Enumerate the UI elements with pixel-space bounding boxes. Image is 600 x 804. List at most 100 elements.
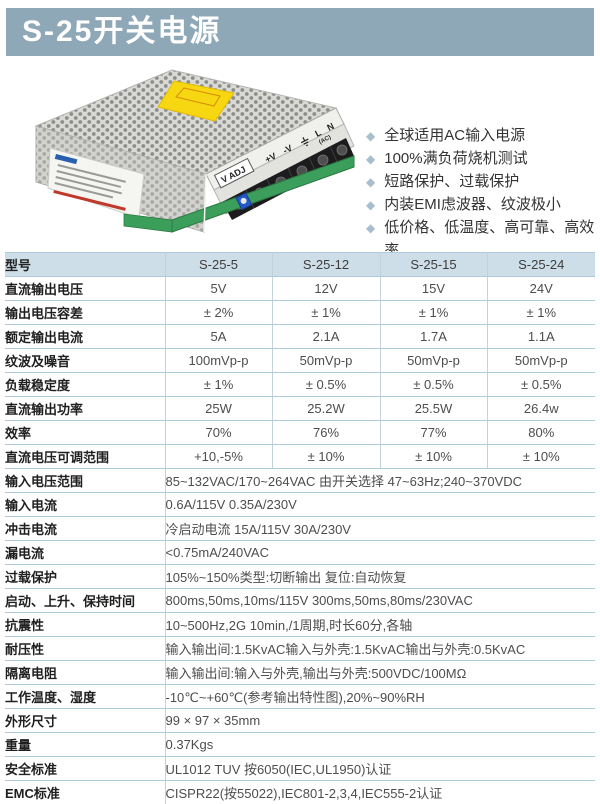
spec-value: 85~132VAC/170~264VAC 由开关选择 47~63Hz;240~3…: [164, 468, 595, 493]
table-row: 外形尺寸 99 × 97 × 35mm: [5, 708, 595, 733]
spec-value: 12V: [271, 276, 380, 301]
table-row: 输出电压容差 ± 2% ± 1% ± 1% ± 1%: [5, 300, 595, 325]
spec-value: ± 1%: [379, 300, 487, 325]
table-row: 效率 70% 76% 77% 80%: [5, 420, 595, 445]
spec-value: +10,-5%: [164, 444, 272, 469]
spec-label: 直流输出电压: [5, 276, 165, 301]
spec-value: ± 10%: [486, 444, 595, 469]
table-row: 过载保护 105%~150%类型:切断输出 复位:自动恢复: [5, 564, 595, 589]
table-row: 直流输出电压 5V 12V 15V 24V: [5, 276, 595, 301]
table-row: 负载稳定度 ± 1% ± 0.5% ± 0.5% ± 0.5%: [5, 372, 595, 397]
spec-value: 24V: [486, 276, 595, 301]
ac-label: (AC): [318, 135, 332, 146]
spec-value: <0.75mA/240VAC: [164, 540, 595, 565]
spec-value: 输入输出间:输入与外壳,输出与外壳:500VDC/100MΩ: [164, 660, 595, 685]
col-header: S-25-5: [164, 252, 272, 277]
spec-value: 26.4w: [486, 396, 595, 421]
spec-value: ± 0.5%: [271, 372, 380, 397]
feature-item: ◆ 内装EMI虑波器、纹波极小: [366, 193, 600, 216]
table-header-row: 型号 S-25-5 S-25-12 S-25-15 S-25-24: [5, 252, 595, 277]
table-row: 纹波及噪音 100mVp-p 50mVp-p 50mVp-p 50mVp-p: [5, 348, 595, 373]
spec-value: ± 1%: [271, 300, 380, 325]
spec-label: EMC标准: [5, 780, 165, 804]
spec-value: 50mVp-p: [379, 348, 487, 373]
spec-label: 抗震性: [5, 612, 165, 637]
yellow-label: [157, 80, 235, 122]
feature-item: ◆ 低价格、低温度、高可靠、高效率: [366, 216, 600, 259]
spec-value: 76%: [271, 420, 380, 445]
table-row: 启动、上升、保持时间 800ms,50ms,10ms/115V 300ms,50…: [5, 588, 595, 613]
spec-value: ± 1%: [486, 300, 595, 325]
spec-value: 25.5W: [379, 396, 487, 421]
ground-icon: [300, 137, 309, 147]
spec-value: -10℃~+60℃(参考输出特性图),20%~90%RH: [164, 684, 595, 709]
spec-label: 重量: [5, 732, 165, 757]
spec-value: ± 10%: [271, 444, 380, 469]
minus-v-label: -V: [281, 143, 294, 156]
spec-value: 25.2W: [271, 396, 380, 421]
spec-value: ± 0.5%: [486, 372, 595, 397]
spec-value: 冷启动电流 15A/115V 30A/230V: [164, 516, 595, 541]
spec-value: CISPR22(按55022),IEC801-2,3,4,IEC555-2认证: [164, 780, 595, 804]
feature-text: 全球适用AC输入电源: [384, 127, 526, 144]
feature-item: ◆ 100%满负荷烧机测试: [366, 147, 600, 170]
feature-list: ◆ 全球适用AC输入电源 ◆ 100%满负荷烧机测试 ◆ 短路保护、过载保护 ◆…: [366, 124, 600, 259]
spec-value: 5V: [164, 276, 272, 301]
spec-value: UL1012 TUV 按6050(IEC,UL1950)认证: [164, 756, 595, 781]
table-row: 输入电流 0.6A/115V 0.35A/230V: [5, 492, 595, 517]
spec-value: ± 1%: [164, 372, 272, 397]
spec-value: 输入输出间:1.5KvAC输入与外壳:1.5KvAC输出与外壳:0.5KvAC: [164, 636, 595, 661]
spec-label: 启动、上升、保持时间: [5, 588, 165, 613]
col-header: S-25-24: [486, 252, 595, 277]
spec-value: 105%~150%类型:切断输出 复位:自动恢复: [164, 564, 595, 589]
spec-value: 100mVp-p: [164, 348, 272, 373]
line-label: L: [313, 127, 323, 139]
spec-label: 工作温度、湿度: [5, 684, 165, 709]
spec-value: 80%: [486, 420, 595, 445]
spec-value: 10~500Hz,2G 10min,/1周期,时长60分,各轴: [164, 612, 595, 637]
col-header: S-25-12: [271, 252, 380, 277]
page-title: S-25开关电源: [6, 8, 594, 56]
spec-label: 输入电压范围: [5, 468, 165, 493]
feature-text: 短路保护、过载保护: [384, 173, 520, 190]
diamond-bullet-icon: ◆: [366, 152, 376, 166]
trimmer-pot: [235, 192, 253, 211]
spec-label: 直流电压可调范围: [5, 444, 165, 469]
spec-label: 过载保护: [5, 564, 165, 589]
diamond-bullet-icon: ◆: [366, 221, 376, 235]
table-row: 工作温度、湿度 -10℃~+60℃(参考输出特性图),20%~90%RH: [5, 684, 595, 709]
spec-label: 额定输出电流: [5, 324, 165, 349]
table-row: EMC标准 CISPR22(按55022),IEC801-2,3,4,IEC55…: [5, 780, 595, 804]
product-photo-icon: V ADJ +V -V L N (AC): [34, 69, 355, 233]
spec-value: 50mVp-p: [486, 348, 595, 373]
neutral-label: N: [325, 121, 335, 133]
spec-label: 漏电流: [5, 540, 165, 565]
spec-value: ± 0.5%: [379, 372, 487, 397]
spec-label: 直流输出功率: [5, 396, 165, 421]
spec-value: 2.1A: [271, 324, 380, 349]
spec-label: 效率: [5, 420, 165, 445]
spec-value: 5A: [164, 324, 272, 349]
spec-label: 冲击电流: [5, 516, 165, 541]
spec-value: 70%: [164, 420, 272, 445]
diamond-bullet-icon: ◆: [366, 129, 376, 143]
table-row: 输入电压范围 85~132VAC/170~264VAC 由开关选择 47~63H…: [5, 468, 595, 493]
spec-value: 50mVp-p: [271, 348, 380, 373]
table-row: 冲击电流 冷启动电流 15A/115V 30A/230V: [5, 516, 595, 541]
table-row: 耐压性 输入输出间:1.5KvAC输入与外壳:1.5KvAC输出与外壳:0.5K…: [5, 636, 595, 661]
spec-value: 0.37Kgs: [164, 732, 595, 757]
spec-label: 负载稳定度: [5, 372, 165, 397]
spec-value: 1.1A: [486, 324, 595, 349]
spec-label: 耐压性: [5, 636, 165, 661]
diamond-bullet-icon: ◆: [366, 175, 376, 189]
spec-value: 0.6A/115V 0.35A/230V: [164, 492, 595, 517]
spec-label: 隔离电阻: [5, 660, 165, 685]
spec-value: 1.7A: [379, 324, 487, 349]
diamond-bullet-icon: ◆: [366, 198, 376, 212]
feature-item: ◆ 全球适用AC输入电源: [366, 124, 600, 147]
feature-text: 100%满负荷烧机测试: [384, 150, 528, 167]
hero-section: V ADJ +V -V L N (AC): [0, 56, 600, 259]
feature-item: ◆ 短路保护、过载保护: [366, 170, 600, 193]
spec-value: ± 2%: [164, 300, 272, 325]
